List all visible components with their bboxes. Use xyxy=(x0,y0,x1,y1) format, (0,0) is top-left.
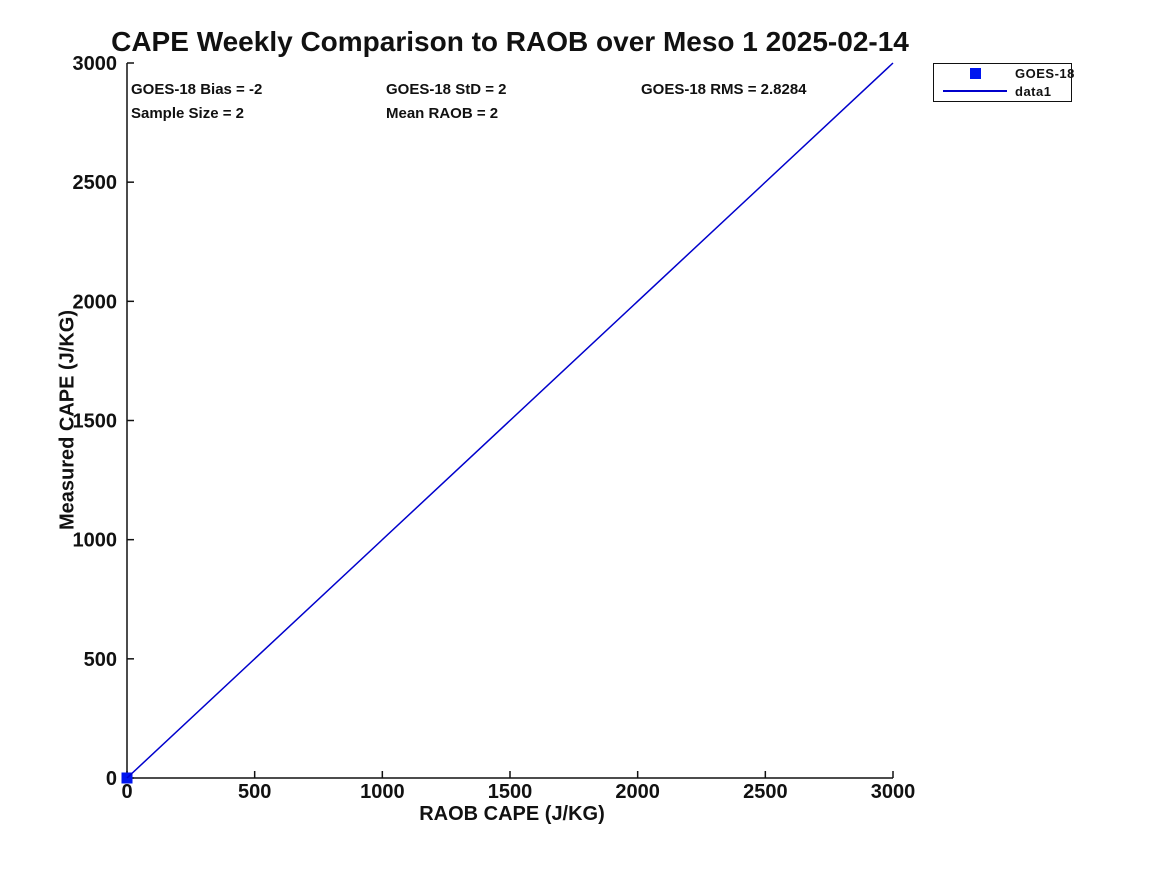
line-sample-icon xyxy=(943,90,1007,93)
y-tick-label: 500 xyxy=(84,649,117,671)
y-tick-label: 2000 xyxy=(73,291,118,313)
stat-mean-raob: Mean RAOB = 2 xyxy=(386,105,499,122)
legend-entry-data1: data1 xyxy=(934,83,1071,99)
legend: GOES-18 data1 xyxy=(933,63,1074,102)
x-tick-label: 0 xyxy=(121,781,132,803)
stat-rms: GOES-18 RMS = 2.8284 xyxy=(641,81,807,98)
x-tick-label: 2000 xyxy=(615,781,660,803)
series-line-data1 xyxy=(126,62,894,779)
x-tick-label: 1500 xyxy=(488,781,533,803)
y-tick-label: 0 xyxy=(106,768,117,790)
y-tick-label: 3000 xyxy=(73,53,118,75)
y-tick-label: 1000 xyxy=(73,530,118,552)
square-marker-icon xyxy=(969,68,981,80)
legend-entry-goes18: GOES-18 xyxy=(934,66,1074,82)
legend-sample-data1 xyxy=(942,90,1008,93)
y-tick-label: 1500 xyxy=(73,411,118,433)
plot-title: CAPE Weekly Comparison to RAOB over Meso… xyxy=(111,26,909,57)
stat-sample-size: Sample Size = 2 xyxy=(131,105,244,122)
x-axis-label: RAOB CAPE (J/KG) xyxy=(419,803,605,825)
x-tick-label: 1000 xyxy=(360,781,405,803)
stat-std: GOES-18 StD = 2 xyxy=(386,81,507,98)
legend-label-data1: data1 xyxy=(1015,83,1052,99)
x-tick-label: 3000 xyxy=(871,781,916,803)
x-tick-label: 2500 xyxy=(743,781,788,803)
y-tick-label: 2500 xyxy=(73,172,118,194)
stat-bias: GOES-18 Bias = -2 xyxy=(131,81,263,98)
legend-sample-goes18 xyxy=(942,68,1008,80)
y-axis-label: Measured CAPE (J/KG) xyxy=(56,309,79,531)
x-tick-label: 500 xyxy=(238,781,271,803)
legend-label-goes18: GOES-18 xyxy=(1015,66,1075,82)
